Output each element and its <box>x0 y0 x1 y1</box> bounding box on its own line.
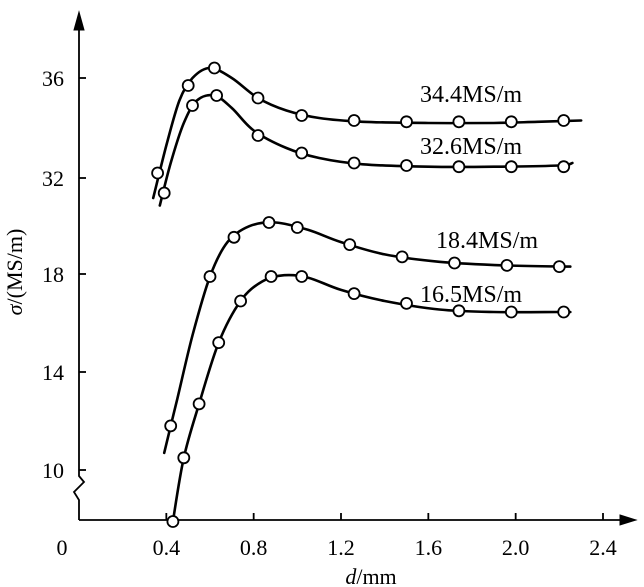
series-0 <box>151 61 583 200</box>
y-axis-line <box>72 26 86 520</box>
data-point <box>347 287 361 301</box>
series-line <box>151 66 583 200</box>
x-axis-label-unit: /mm <box>356 564 396 587</box>
data-point <box>452 115 466 129</box>
data-point <box>251 91 265 105</box>
y-axis-label-symbol: σ <box>2 303 27 315</box>
x-axis-label: d/mm <box>345 564 396 587</box>
data-point <box>151 166 165 180</box>
y-axis-label: σ/(MS/m) <box>2 229 27 316</box>
data-point <box>207 61 221 75</box>
series-layer <box>151 61 583 528</box>
data-point <box>557 160 571 174</box>
data-point <box>164 419 178 433</box>
series-label: 32.6MS/m <box>420 134 522 160</box>
data-point <box>448 256 461 270</box>
x-tick-label: 0 <box>57 535 68 560</box>
data-point <box>395 250 409 264</box>
ticks: 0 0.4 0.8 1.2 1.6 2.0 2.4 10 14 18 32 36 <box>42 66 617 560</box>
data-point <box>400 159 413 172</box>
series-line <box>158 93 574 207</box>
x-tick-label: 1.6 <box>415 535 443 560</box>
data-point <box>210 89 224 102</box>
series-1 <box>157 89 574 207</box>
data-point <box>295 109 309 122</box>
y-tick-label: 32 <box>42 166 64 191</box>
y-tick-label: 10 <box>42 458 64 483</box>
data-point <box>234 294 248 308</box>
data-point <box>262 216 276 229</box>
series-2 <box>162 216 572 455</box>
data-point <box>290 221 304 234</box>
y-tick-label: 36 <box>42 66 64 91</box>
data-point <box>186 99 199 112</box>
data-point <box>166 515 180 528</box>
data-point <box>504 160 518 174</box>
series-3 <box>166 270 572 528</box>
data-point <box>500 258 514 272</box>
data-point <box>557 114 571 127</box>
data-point <box>504 115 518 129</box>
data-point <box>177 451 191 465</box>
data-point <box>203 270 217 283</box>
labels-layer: d/mm σ/(MS/m) 34.4MS/m 32.6MS/m 18.4MS/m 16.5… <box>2 82 538 587</box>
data-point <box>452 304 466 318</box>
data-point <box>157 186 171 200</box>
series-label: 18.4MS/m <box>436 228 538 254</box>
series-line <box>162 221 572 455</box>
data-point <box>343 238 357 252</box>
y-tick-label: 14 <box>42 360 64 385</box>
data-point <box>251 129 265 142</box>
x-axis-label-symbol: d <box>345 564 357 587</box>
data-point <box>557 305 571 319</box>
series-label: 16.5MS/m <box>420 282 522 308</box>
axes <box>72 10 638 526</box>
data-point <box>212 336 226 350</box>
data-point <box>552 260 566 274</box>
data-point <box>452 160 466 174</box>
data-point <box>181 79 195 92</box>
y-tick-label: 18 <box>42 262 64 287</box>
x-axis-arrow <box>619 514 638 526</box>
x-tick-label: 1.2 <box>327 535 355 560</box>
x-tick-label: 0.8 <box>240 535 268 560</box>
data-point <box>400 115 413 129</box>
data-point <box>264 270 278 283</box>
data-point <box>295 146 309 160</box>
data-point <box>347 156 361 170</box>
x-tick-label: 2.0 <box>502 535 530 560</box>
y-axis-arrow <box>73 10 85 31</box>
data-point <box>504 305 518 319</box>
data-point <box>400 296 413 310</box>
data-point <box>347 114 361 127</box>
data-point <box>227 230 241 244</box>
y-axis-label-unit: /(MS/m) <box>2 229 27 305</box>
data-point <box>192 397 206 411</box>
x-tick-label: 0.4 <box>153 535 181 560</box>
x-tick-label: 2.4 <box>589 535 617 560</box>
data-point <box>295 270 309 283</box>
series-label: 34.4MS/m <box>420 82 522 108</box>
